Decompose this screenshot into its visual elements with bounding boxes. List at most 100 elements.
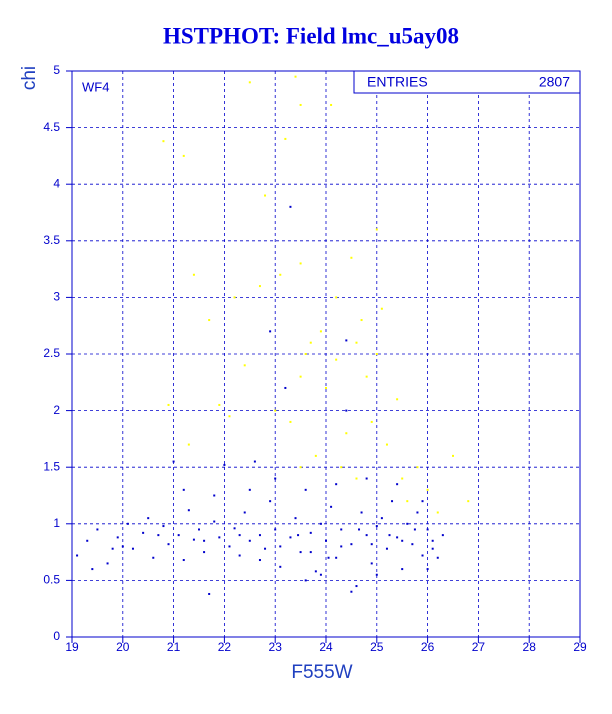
point (258, 285, 261, 288)
point (96, 528, 99, 531)
point (416, 466, 419, 469)
point (111, 547, 114, 550)
point (192, 273, 195, 276)
point (304, 579, 307, 582)
y-tick-label: 0 (53, 629, 60, 643)
point (162, 525, 165, 528)
point (314, 570, 317, 573)
point (370, 420, 373, 423)
point (248, 81, 251, 84)
annotation: WF4 (82, 79, 109, 94)
point (345, 432, 348, 435)
x-tick-label: 21 (167, 640, 181, 654)
point (345, 339, 348, 342)
point (327, 556, 330, 559)
point (325, 386, 327, 389)
point (330, 505, 333, 508)
point (233, 527, 236, 530)
point (436, 556, 439, 559)
point (274, 409, 277, 412)
point (391, 500, 394, 503)
point (360, 511, 363, 514)
point (238, 534, 241, 537)
point (218, 403, 221, 406)
point (198, 528, 200, 531)
point (304, 488, 307, 491)
point (147, 517, 150, 520)
point (248, 539, 251, 542)
point (426, 488, 429, 491)
point (279, 545, 282, 548)
point (243, 364, 246, 367)
point (350, 590, 353, 593)
point (172, 460, 175, 463)
point (299, 551, 302, 554)
y-tick-label: 0.5 (43, 573, 60, 587)
x-axis-label: F555W (291, 662, 352, 683)
point (335, 556, 338, 559)
point (289, 205, 292, 208)
y-tick-label: 4.5 (43, 120, 60, 134)
point (192, 538, 195, 541)
point (258, 559, 261, 562)
y-tick-label: 4 (53, 176, 60, 190)
point (441, 534, 444, 537)
point (203, 551, 206, 554)
point (396, 536, 399, 539)
point (162, 140, 165, 143)
point (299, 466, 302, 469)
point (289, 420, 292, 423)
point (269, 500, 272, 503)
point (319, 573, 322, 576)
point (426, 568, 429, 571)
point (340, 528, 343, 531)
point (269, 330, 272, 333)
point (294, 517, 297, 520)
x-tick-label: 26 (421, 640, 435, 654)
point (106, 562, 109, 565)
point (274, 477, 277, 480)
point (218, 536, 221, 539)
point (86, 539, 89, 542)
point (375, 573, 378, 576)
point (182, 154, 185, 157)
point (279, 273, 282, 276)
point (436, 511, 439, 514)
point (258, 534, 261, 537)
point (370, 562, 373, 565)
point (358, 528, 361, 531)
y-axis-label: chi (19, 66, 40, 90)
point (121, 545, 124, 548)
point (213, 520, 216, 523)
point (340, 545, 343, 548)
y-tick-label: 1 (53, 516, 60, 530)
y-tick-label: 2 (53, 403, 60, 417)
point (116, 536, 119, 539)
y-tick-label: 5 (53, 63, 60, 77)
point (187, 443, 190, 446)
point (297, 534, 300, 537)
point (309, 341, 312, 344)
point (238, 554, 241, 557)
point (396, 398, 399, 401)
point (355, 341, 358, 344)
point (365, 534, 368, 537)
point (467, 500, 470, 503)
x-tick-label: 23 (269, 640, 283, 654)
point (223, 463, 226, 466)
point (406, 500, 409, 503)
point (274, 528, 277, 531)
point (299, 262, 302, 265)
point (375, 525, 378, 528)
x-tick-label: 29 (573, 640, 587, 654)
stats-value: 2807 (539, 74, 570, 90)
point (248, 488, 251, 491)
point (167, 403, 170, 406)
point (401, 539, 404, 542)
point (319, 522, 322, 525)
point (452, 454, 454, 457)
stats-box (353, 70, 581, 94)
point (289, 536, 292, 539)
point (360, 319, 363, 322)
point (345, 409, 348, 412)
